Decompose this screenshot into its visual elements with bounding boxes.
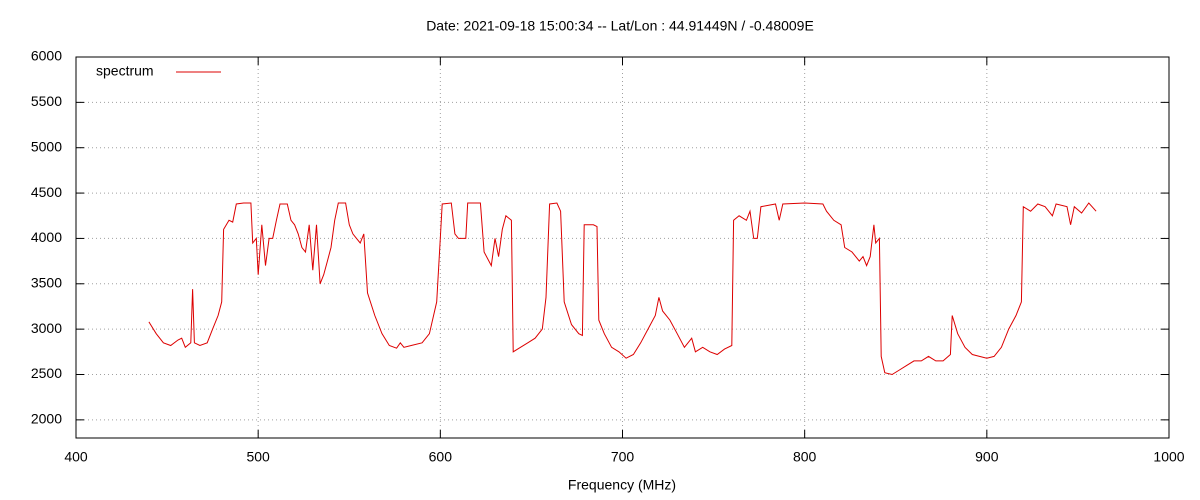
y-tick-label: 3500 (31, 274, 62, 290)
x-axis-label: Frequency (MHz) (568, 477, 676, 493)
y-tick-label: 5500 (31, 93, 62, 109)
x-tick-label: 1000 (1153, 449, 1184, 465)
x-tick-label: 800 (793, 449, 817, 465)
legend-label: spectrum (96, 63, 154, 79)
line-series (148, 202, 1097, 376)
x-tick-label: 500 (246, 449, 270, 465)
y-tick-label: 5000 (31, 138, 62, 154)
y-tick-label: 2000 (31, 411, 62, 427)
y-tick-label: 4000 (31, 229, 62, 245)
y-tick-label: 2500 (31, 365, 62, 381)
y-tick-label: 3000 (31, 320, 62, 336)
chart-title: Date: 2021-09-18 15:00:34 -- Lat/Lon : 4… (426, 18, 814, 34)
y-tick-label: 4500 (31, 184, 62, 200)
x-tick-label: 400 (64, 449, 88, 465)
x-tick-label: 600 (429, 449, 453, 465)
x-tick-label: 700 (611, 449, 635, 465)
y-tick-label: 6000 (31, 48, 62, 64)
x-tick-label: 900 (975, 449, 999, 465)
plot-border (75, 56, 1170, 439)
